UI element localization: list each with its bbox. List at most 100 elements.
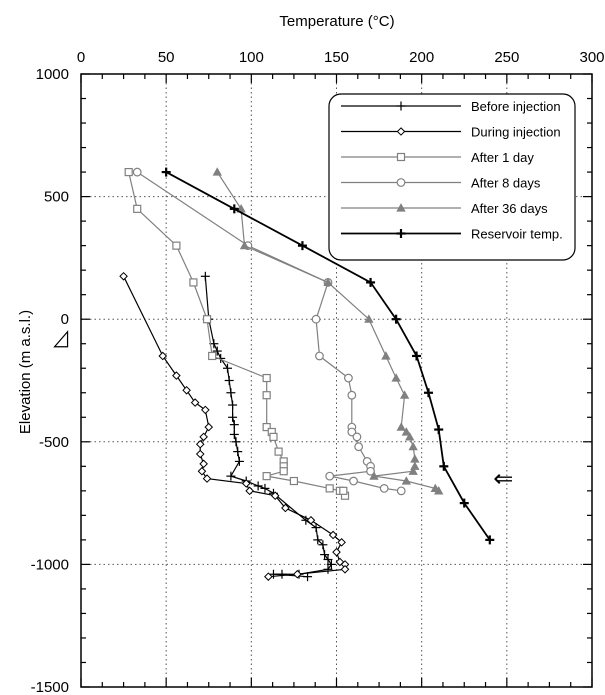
data-point [228, 412, 238, 422]
data-point [195, 449, 205, 459]
data-point [396, 422, 406, 431]
data-point [423, 388, 433, 398]
data-point [311, 314, 321, 324]
data-point [325, 471, 335, 481]
y-tick-label: -1000 [31, 556, 69, 573]
data-point [381, 351, 391, 360]
x-tick-label: 250 [494, 49, 519, 66]
series-group [119, 167, 495, 582]
data-point [408, 441, 418, 451]
arrow-annotation: ⇐ [493, 465, 513, 493]
axis-ticks [80, 73, 593, 688]
data-point [269, 432, 278, 441]
data-point [202, 315, 212, 324]
data-point [224, 376, 234, 385]
data-point [172, 371, 181, 380]
data-point [366, 466, 375, 476]
data-point [189, 278, 198, 287]
legend-label: Reservoir temp. [471, 227, 563, 242]
data-point [262, 391, 271, 400]
data-point [352, 432, 362, 442]
data-point [326, 559, 336, 569]
data-point [315, 351, 324, 361]
data-point [323, 554, 333, 564]
data-point [201, 405, 210, 415]
data-point [228, 400, 238, 410]
data-point [229, 429, 239, 439]
data-point [408, 466, 418, 475]
series-4 [212, 167, 444, 495]
data-point [337, 538, 346, 547]
data-point [226, 388, 236, 398]
legend-marker [396, 203, 406, 212]
data-point [325, 484, 334, 493]
data-point [323, 564, 333, 574]
data-point [274, 447, 283, 456]
data-point [277, 569, 287, 579]
y-axis-title: Elevation (m a.s.l.) [17, 310, 34, 434]
data-point [262, 472, 271, 481]
legend-label: After 8 days [471, 176, 541, 191]
data-point [399, 390, 410, 399]
data-point [212, 346, 222, 356]
data-point [182, 386, 191, 395]
data-point [439, 461, 449, 471]
legend-marker [396, 152, 406, 162]
series-5 [161, 167, 495, 545]
x-axis-title: Temperature (°C) [279, 13, 394, 30]
data-point [226, 471, 236, 481]
x-tick-label: 300 [579, 49, 604, 66]
data-point [328, 530, 338, 540]
legend-label: After 36 days [471, 201, 548, 216]
data-point [313, 535, 323, 545]
data-point [200, 271, 210, 281]
data-point [401, 476, 412, 485]
data-point [253, 481, 263, 491]
data-point [161, 167, 171, 177]
legend-label: After 1 day [471, 150, 534, 165]
legend-item: After 8 days [341, 176, 541, 191]
data-point [270, 491, 280, 501]
data-point [279, 467, 288, 476]
x-tick-label: 150 [324, 49, 349, 66]
series-3 [132, 167, 406, 496]
data-point [349, 476, 358, 486]
data-point [293, 569, 302, 579]
x-tick-label: 50 [158, 49, 175, 66]
legend-marker [396, 229, 406, 238]
annotations: ⇐ [53, 330, 513, 493]
water-table-triangle [53, 330, 69, 348]
data-point [262, 422, 271, 432]
data-point [434, 425, 444, 435]
legend-item: Reservoir temp. [341, 227, 563, 242]
data-point [239, 240, 250, 250]
data-point [347, 390, 357, 400]
data-point [412, 351, 422, 361]
data-point [311, 523, 321, 533]
y-tick-label: -1500 [31, 679, 69, 695]
legend-box [328, 93, 576, 261]
data-point [119, 271, 128, 281]
data-point [434, 486, 444, 495]
data-point [204, 422, 214, 432]
data-point [364, 314, 374, 323]
legend-item: After 1 day [341, 150, 534, 165]
data-point [396, 486, 406, 496]
data-point [229, 420, 239, 430]
data-point [212, 167, 222, 176]
legend-item: During injection [341, 125, 561, 140]
legend-marker [396, 178, 406, 187]
legend-label: During injection [471, 125, 561, 140]
data-point [245, 486, 254, 496]
y-tick-label: 500 [44, 189, 69, 206]
x-tick-label: 200 [409, 49, 434, 66]
data-point [485, 535, 495, 545]
data-point [260, 483, 270, 493]
series-0 [200, 271, 336, 582]
legend-marker [396, 127, 406, 136]
data-point [391, 373, 401, 382]
series-1 [119, 271, 350, 581]
y-tick-label: 1000 [36, 66, 69, 83]
data-point [332, 547, 341, 557]
